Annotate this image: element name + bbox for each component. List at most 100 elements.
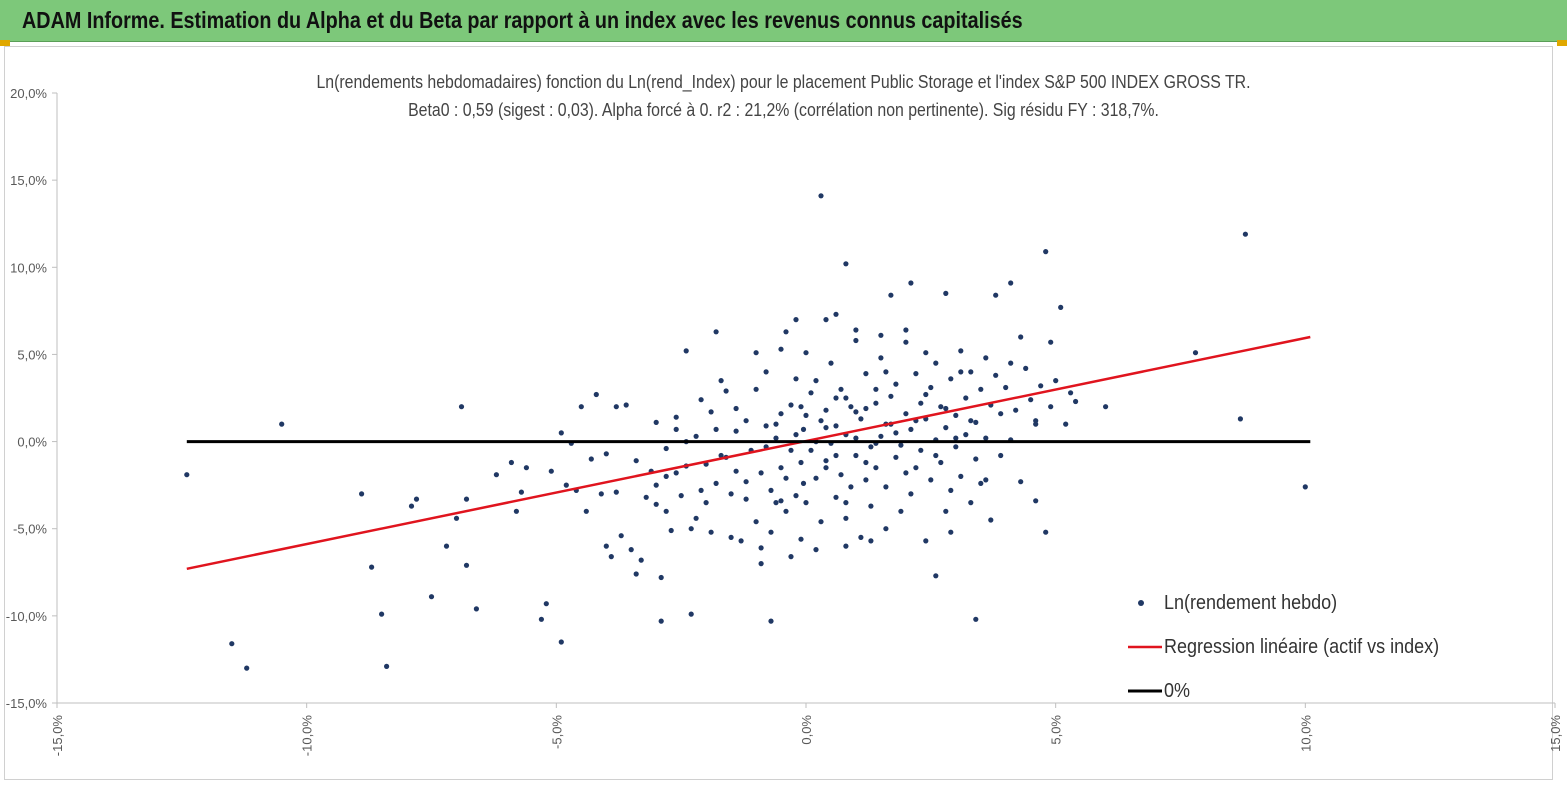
- data-point: [798, 536, 804, 542]
- data-point: [758, 561, 764, 567]
- data-point: [818, 418, 824, 424]
- data-point: [523, 465, 530, 471]
- data-point: [793, 376, 799, 382]
- data-point: [768, 529, 774, 535]
- data-point: [838, 472, 844, 478]
- report-header-bar: ADAM Informe. Estimation du Alpha et du …: [0, 0, 1567, 42]
- data-point: [843, 395, 849, 401]
- data-point: [983, 435, 989, 441]
- data-point: [823, 458, 829, 464]
- data-point: [958, 369, 964, 375]
- data-point: [623, 402, 629, 408]
- data-point: [918, 400, 924, 406]
- data-point: [558, 430, 564, 436]
- data-point: [933, 360, 939, 366]
- data-point: [1058, 304, 1064, 310]
- x-tick-label: -5,0%: [549, 715, 564, 749]
- data-point: [453, 515, 460, 521]
- data-point: [778, 346, 784, 352]
- y-tick-label: -15,0%: [6, 696, 48, 711]
- data-point: [853, 337, 859, 344]
- data-point: [898, 508, 904, 514]
- tick-labels-layer: -15,0% -10,0% -5,0% 0,0% 5,0% 10,0% 15,0% 20,0%…: [6, 86, 1563, 756]
- data-point: [803, 412, 809, 418]
- data-point: [813, 475, 819, 481]
- legend-label-regression: Regression linéaire (actif vs index): [1164, 636, 1440, 658]
- data-point: [1048, 404, 1054, 410]
- legend-label-points: Ln(rendement hebdo): [1164, 592, 1338, 614]
- data-point: [753, 386, 759, 392]
- data-point: [508, 459, 514, 466]
- data-point: [893, 430, 899, 436]
- data-point: [928, 384, 934, 391]
- data-point: [1028, 397, 1034, 403]
- data-point: [698, 397, 704, 403]
- data-point: [878, 433, 884, 439]
- data-point: [973, 456, 979, 462]
- data-point: [873, 400, 879, 406]
- data-point: [908, 426, 914, 432]
- data-point: [1302, 484, 1308, 490]
- data-point: [968, 500, 974, 506]
- data-point: [898, 442, 904, 448]
- data-point: [743, 479, 749, 485]
- data-point: [888, 292, 894, 298]
- data-point: [773, 500, 779, 506]
- data-point: [913, 371, 919, 377]
- data-point: [798, 459, 804, 466]
- data-point: [843, 261, 849, 267]
- data-point: [848, 484, 854, 490]
- data-point: [1242, 231, 1248, 237]
- data-point: [998, 411, 1004, 417]
- data-point: [458, 404, 465, 410]
- data-point: [918, 447, 924, 453]
- data-point: [800, 480, 807, 486]
- data-point: [1018, 479, 1024, 485]
- data-point: [973, 419, 979, 425]
- data-point: [693, 433, 699, 439]
- corner-marker-right: [1557, 40, 1567, 46]
- data-point: [903, 411, 909, 417]
- data-point: [998, 452, 1004, 459]
- data-point: [244, 665, 250, 671]
- data-point: [878, 332, 884, 338]
- data-point: [733, 405, 739, 412]
- data-point: [1043, 249, 1049, 255]
- data-point: [913, 465, 919, 471]
- data-point: [788, 402, 794, 408]
- data-point: [643, 494, 649, 500]
- data-point: [493, 472, 499, 478]
- lines-layer: [186, 335, 1311, 571]
- data-point: [988, 517, 994, 523]
- data-point: [633, 571, 639, 577]
- data-point: [384, 663, 390, 670]
- data-point: [1103, 404, 1109, 410]
- data-point: [603, 451, 609, 457]
- report-title: ADAM Informe. Estimation du Alpha et du …: [22, 7, 1023, 33]
- data-point: [1023, 365, 1029, 371]
- data-point: [1033, 421, 1039, 427]
- data-point: [1043, 529, 1049, 535]
- data-point: [788, 447, 794, 453]
- data-point: [229, 641, 235, 647]
- data-point: [673, 414, 679, 420]
- data-point: [943, 405, 949, 412]
- data-point: [823, 425, 829, 431]
- data-point: [948, 376, 954, 382]
- y-tick-label: -5,0%: [13, 522, 47, 537]
- data-point: [873, 465, 879, 471]
- legend-marker-points: [1138, 600, 1144, 606]
- data-point: [993, 292, 999, 298]
- data-point: [538, 616, 545, 622]
- axes-layer: [52, 92, 1556, 708]
- data-point: [948, 487, 954, 493]
- data-point: [698, 487, 704, 493]
- data-point: [1063, 421, 1069, 427]
- data-point: [184, 472, 190, 478]
- data-point: [800, 426, 807, 432]
- data-point: [668, 527, 674, 534]
- data-point: [933, 573, 939, 579]
- data-point: [848, 404, 854, 410]
- legend-label-zero: 0%: [1164, 680, 1191, 702]
